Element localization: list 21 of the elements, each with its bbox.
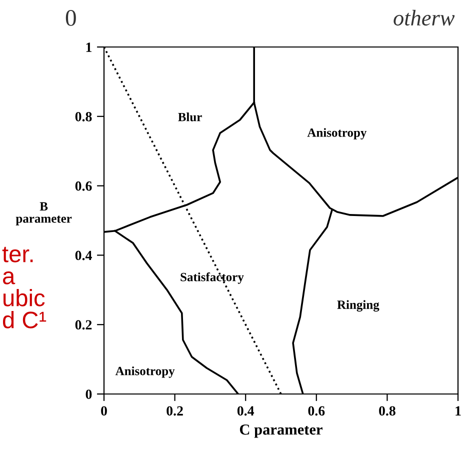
y-tick-label: 0.4: [75, 250, 92, 260]
x-tick-label: 0.8: [379, 406, 396, 416]
y-tick-label: 0.8: [75, 112, 92, 122]
annotation: Satisfactory: [180, 272, 244, 284]
x-axis-title: C parameter: [240, 424, 322, 438]
text: ter. a ubic d C¹: [2, 246, 46, 328]
y-tick-label: 0: [86, 390, 92, 399]
annotation: Anisotropy: [307, 128, 367, 140]
x-tick-label: 0: [101, 406, 107, 416]
x-tick-label: 1: [456, 406, 461, 416]
annotation: Blur: [178, 112, 202, 122]
x-tick-label: 0.2: [166, 406, 183, 416]
y-axis-title: B parameter: [16, 202, 72, 226]
x-tick-label: 0.4: [237, 406, 254, 416]
annotation: Anisotropy: [115, 366, 175, 378]
annotation: Ringing: [337, 300, 380, 312]
x-tick-label: 0.6: [308, 406, 325, 416]
y-tick-label: 1: [86, 42, 92, 52]
text: otherw: [394, 10, 455, 26]
y-tick-label: 0.2: [75, 320, 92, 330]
y-tick-label: 0.6: [75, 181, 92, 191]
